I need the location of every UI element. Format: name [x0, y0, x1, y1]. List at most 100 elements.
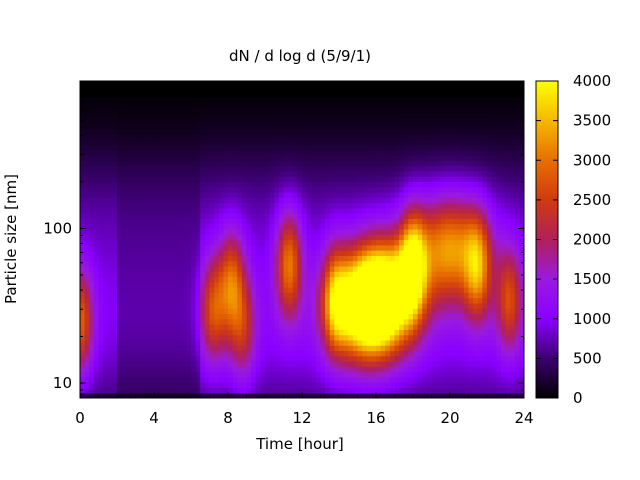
heatmap-cell: [163, 102, 169, 109]
heatmap-cell: [399, 213, 405, 219]
heatmap-cell: [149, 292, 155, 299]
heatmap-cell: [288, 107, 294, 114]
heatmap-cell: [135, 313, 141, 320]
heatmap-cell: [93, 112, 100, 119]
heatmap-cell: [98, 387, 104, 394]
heatmap-cell: [274, 361, 280, 367]
heatmap-cell: [288, 350, 294, 357]
heatmap-cell: [218, 271, 224, 278]
heatmap-cell: [121, 223, 127, 230]
heatmap-cell: [334, 96, 340, 103]
heatmap-cell: [376, 292, 382, 299]
heatmap-cell: [278, 202, 285, 209]
heatmap-cell: [413, 96, 419, 103]
heatmap-cell: [302, 144, 308, 151]
heatmap-cell: [403, 371, 409, 378]
heatmap-cell: [292, 176, 298, 182]
heatmap-cell: [255, 170, 261, 177]
heatmap-cell: [232, 144, 238, 151]
heatmap-cell: [149, 117, 155, 124]
heatmap-cell: [320, 318, 326, 325]
heatmap-cell: [422, 218, 428, 225]
heatmap-cell: [413, 181, 419, 188]
heatmap-cell: [204, 271, 211, 278]
heatmap-cell: [357, 186, 363, 193]
heatmap-cell: [214, 250, 220, 256]
heatmap-cell: [140, 387, 146, 394]
heatmap-cell: [306, 176, 312, 182]
heatmap-cell: [167, 186, 174, 193]
heatmap-cell: [121, 160, 127, 167]
heatmap-cell: [107, 392, 113, 398]
heatmap-cell: [417, 329, 423, 336]
heatmap-cell: [121, 144, 127, 151]
heatmap-cell: [422, 250, 428, 256]
heatmap-cell: [399, 186, 405, 193]
heatmap-cell: [80, 102, 86, 109]
heatmap-cell: [329, 276, 335, 283]
heatmap-cell: [459, 361, 465, 367]
heatmap-cell: [376, 202, 382, 209]
heatmap-cell: [195, 117, 201, 124]
heatmap-cell: [269, 165, 275, 172]
heatmap-cell: [315, 276, 322, 283]
heatmap-cell: [329, 392, 335, 398]
heatmap-cell: [334, 239, 340, 246]
heatmap-cell: [232, 213, 238, 219]
heatmap-cell: [329, 302, 335, 309]
heatmap-cell: [417, 165, 423, 172]
heatmap-cell: [380, 213, 386, 219]
heatmap-cell: [80, 213, 86, 219]
heatmap-cell: [112, 144, 118, 151]
heatmap-cell: [172, 324, 178, 330]
heatmap-cell: [218, 260, 224, 267]
heatmap-cell: [255, 255, 261, 262]
heatmap-cell: [154, 107, 160, 114]
heatmap-cell: [251, 297, 257, 304]
heatmap-cell: [209, 271, 215, 278]
heatmap-cell: [417, 271, 423, 278]
heatmap-cell: [172, 350, 178, 357]
heatmap-cell: [103, 234, 109, 241]
heatmap-cell: [177, 265, 183, 272]
heatmap-cell: [126, 154, 132, 161]
heatmap-cell: [181, 265, 187, 272]
heatmap-cell: [204, 213, 211, 219]
heatmap-cell: [149, 123, 155, 130]
heatmap-cell: [274, 165, 280, 172]
heatmap-cell: [126, 128, 132, 135]
heatmap-cell: [195, 281, 201, 288]
heatmap-cell: [255, 91, 261, 98]
heatmap-cell: [269, 345, 275, 352]
heatmap-cell: [130, 144, 137, 151]
heatmap-cell: [121, 181, 127, 188]
heatmap-cell: [154, 361, 160, 367]
heatmap-cell: [265, 244, 271, 251]
heatmap-cell: [352, 191, 359, 198]
heatmap-cell: [329, 281, 335, 288]
heatmap-cell: [186, 139, 192, 145]
heatmap-cell: [80, 265, 86, 272]
heatmap-cell: [362, 186, 368, 193]
heatmap-cell: [320, 292, 326, 299]
heatmap-cell: [154, 265, 160, 272]
heatmap-cell: [269, 160, 275, 167]
heatmap-cell: [334, 287, 340, 293]
heatmap-cell: [352, 355, 359, 362]
heatmap-cell: [343, 207, 349, 214]
heatmap-cell: [376, 271, 382, 278]
heatmap-cell: [93, 107, 100, 114]
heatmap-cell: [445, 186, 451, 193]
heatmap-cell: [269, 218, 275, 225]
heatmap-cell: [380, 128, 386, 135]
heatmap-cell: [283, 366, 289, 373]
heatmap-cell: [269, 339, 275, 346]
heatmap-cell: [237, 250, 243, 256]
heatmap-cell: [158, 361, 164, 367]
heatmap-cell: [311, 350, 317, 357]
heatmap-cell: [265, 186, 271, 193]
heatmap-cell: [140, 239, 146, 246]
heatmap-cell: [218, 223, 224, 230]
heatmap-cell: [394, 197, 400, 204]
